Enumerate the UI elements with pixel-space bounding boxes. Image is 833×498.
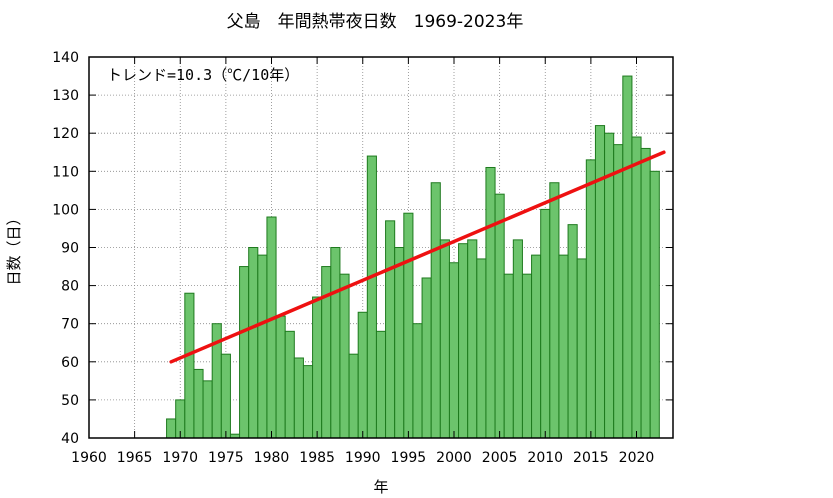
- bar-1973: [202, 380, 213, 439]
- bar-1994: [394, 247, 405, 439]
- bar-2008: [521, 273, 533, 439]
- chart-title: 父島 年間熱帯夜日数 1969-2023年: [227, 12, 524, 32]
- trend-layer: [169, 150, 666, 364]
- bar-2004: [485, 166, 496, 439]
- bar-2000: [448, 262, 460, 439]
- bar-2003: [476, 258, 487, 439]
- bar-2009: [531, 254, 542, 439]
- bar-1978: [248, 247, 259, 439]
- x-tick-label: 2020: [619, 450, 655, 466]
- y-tick-label: 120: [52, 126, 79, 142]
- bar-2011: [549, 182, 560, 439]
- bar-1990: [357, 311, 368, 439]
- y-tick-label: 40: [61, 431, 79, 447]
- bar-1997: [421, 277, 432, 439]
- bar-2020: [631, 136, 642, 439]
- x-tick-label: 2015: [573, 450, 609, 466]
- trend-line: [169, 150, 666, 364]
- bar-2016: [594, 125, 606, 439]
- bar-1969: [166, 418, 177, 439]
- x-tick-label: 1985: [299, 450, 335, 466]
- bar-2006: [503, 273, 514, 439]
- bar-1984: [302, 365, 314, 439]
- y-tick-label: 60: [61, 355, 79, 371]
- bar-1999: [439, 239, 450, 439]
- bar-1972: [193, 368, 204, 439]
- bar-2001: [458, 243, 469, 439]
- bar-1995: [403, 212, 414, 439]
- x-tick-label: 2010: [527, 450, 563, 466]
- bar-2017: [604, 132, 615, 439]
- bar-1971: [184, 292, 195, 439]
- x-tick-label: 2005: [482, 450, 518, 466]
- tick-layer: 40 50 60 70 80 90 100 110 120 130 140 1960 1965 1970 1…: [52, 50, 673, 466]
- bar-2010: [540, 208, 551, 439]
- y-tick-label: 70: [61, 317, 79, 333]
- bar-2015: [585, 159, 596, 439]
- bar-1988: [339, 273, 350, 439]
- x-tick-label: 1975: [208, 450, 244, 466]
- bar-1998: [430, 182, 441, 439]
- bar-2019: [622, 75, 633, 439]
- bar-2002: [467, 239, 478, 439]
- x-tick-label: 1980: [254, 450, 290, 466]
- bar-2013: [567, 224, 578, 439]
- bar-1992: [375, 330, 387, 439]
- bar-2021: [640, 147, 651, 439]
- x-axis-title: 年: [373, 478, 388, 496]
- y-tick-label: 130: [52, 88, 79, 104]
- y-tick-label: 140: [52, 50, 79, 66]
- bar-1983: [293, 357, 304, 439]
- bar-1996: [412, 323, 423, 439]
- bar-2022: [649, 170, 660, 439]
- trend-annotation: トレンド=10.3（℃/10年）: [107, 66, 299, 84]
- y-tick-label: 110: [52, 164, 79, 180]
- bar-1979: [257, 254, 268, 439]
- x-tick-label: 1990: [345, 450, 381, 466]
- bar-1989: [348, 353, 359, 439]
- y-tick-label: 90: [61, 241, 79, 257]
- bar-1980: [266, 216, 277, 439]
- bar-layer: [166, 75, 660, 439]
- y-axis-title: 日数（日）: [5, 210, 23, 285]
- y-tick-label: 100: [52, 202, 79, 218]
- bar-2012: [558, 254, 569, 439]
- bar-2014: [576, 258, 587, 439]
- x-tick-label: 1965: [117, 450, 153, 466]
- x-tick-label: 2000: [436, 450, 472, 466]
- bar-2018: [613, 144, 624, 439]
- y-tick-label: 50: [61, 393, 79, 409]
- bar-1977: [239, 266, 250, 439]
- bar-1981: [275, 315, 286, 439]
- x-tick-label: 1970: [162, 450, 198, 466]
- bar-2005: [494, 193, 505, 439]
- bar-1975: [220, 353, 231, 439]
- bar-1987: [330, 247, 341, 439]
- y-tick-label: 80: [61, 279, 79, 295]
- x-tick-label: 1995: [391, 450, 427, 466]
- bar-1982: [284, 330, 295, 439]
- bar-1993: [385, 220, 396, 439]
- bar-1986: [321, 266, 332, 439]
- bar-2007: [512, 239, 523, 439]
- x-tick-label: 1960: [71, 450, 107, 466]
- bar-1991: [366, 155, 377, 439]
- bar-1985: [312, 296, 323, 439]
